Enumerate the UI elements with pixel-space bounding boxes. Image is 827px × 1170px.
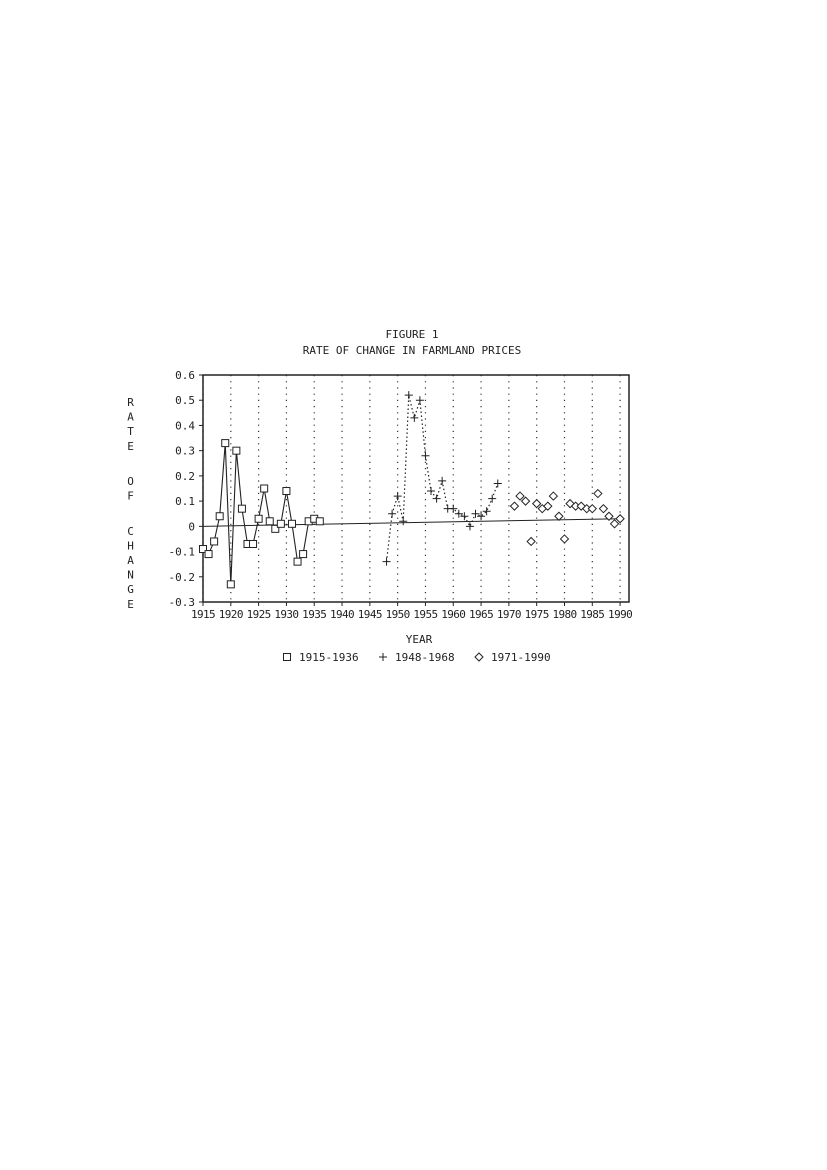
y-tick-label: -0.1 (169, 546, 196, 559)
x-tick-label: 1930 (274, 608, 298, 621)
y-tick-label: 0.5 (175, 394, 195, 407)
point (559, 534, 570, 544)
point (471, 509, 480, 518)
point (276, 519, 285, 528)
x-tick-label: 1975 (525, 608, 549, 621)
point (515, 491, 525, 501)
point (593, 488, 603, 499)
x-tick-label: 1985 (580, 608, 604, 621)
x-tick-label: 1920 (219, 608, 243, 621)
point (509, 501, 520, 511)
point (432, 494, 441, 503)
point (449, 504, 458, 513)
trend-line (202, 518, 621, 527)
point (388, 509, 397, 518)
point (531, 498, 542, 509)
y-tick-label: -0.3 (169, 596, 196, 609)
point (438, 476, 447, 485)
point (520, 496, 531, 506)
legend-label: 1915-1936 (299, 651, 359, 664)
plot-frame (202, 374, 630, 603)
point (488, 494, 497, 503)
y-tick-label: 0.2 (175, 470, 195, 483)
point (410, 413, 419, 422)
x-axis-title: YEAR (406, 633, 433, 646)
point (237, 504, 246, 513)
point (210, 537, 219, 546)
point (265, 517, 274, 526)
point (565, 498, 575, 509)
point (199, 545, 207, 554)
point (271, 524, 280, 533)
point (554, 511, 564, 521)
point (382, 557, 391, 566)
x-tick-label: 1935 (302, 608, 326, 621)
point (454, 509, 463, 518)
point (226, 580, 235, 589)
x-tick-label: 1950 (386, 608, 410, 621)
point (287, 519, 296, 528)
y-tick-label: 0.3 (175, 445, 195, 458)
point (587, 503, 598, 514)
legend-marker (283, 653, 291, 661)
chart: FIGURE 1 RATE OF CHANGE IN FARMLAND PRIC… (169, 328, 633, 664)
x-tick-label: 1925 (247, 608, 271, 621)
y-tick-label: 0 (188, 520, 195, 533)
legend-label: 1948-1968 (395, 651, 455, 664)
y-tick-label: 0.4 (175, 419, 195, 432)
point (548, 491, 559, 501)
point (282, 487, 291, 496)
x-tick-label: 1960 (441, 608, 465, 621)
point (254, 514, 263, 523)
point (604, 511, 614, 521)
point (293, 557, 302, 566)
point (493, 479, 502, 488)
x-tick-label: 1990 (608, 608, 632, 621)
x-tick-label: 1965 (469, 608, 493, 621)
x-tick-label: 1915 (191, 608, 215, 621)
point (399, 517, 408, 526)
point (260, 484, 269, 493)
legend-marker (474, 652, 484, 662)
point (526, 536, 536, 547)
x-tick-label: 1945 (358, 608, 382, 621)
y-tick-label: 0.6 (175, 369, 195, 382)
point (482, 507, 491, 516)
point (615, 514, 625, 524)
y-axis-title: RATE OF CHANGE (124, 396, 137, 613)
chart-title: FIGURE 1 (386, 328, 439, 341)
point (404, 391, 413, 400)
y-tick-label: -0.2 (169, 571, 196, 584)
x-tick-label: 1980 (552, 608, 576, 621)
point (598, 503, 609, 514)
chart-subtitle: RATE OF CHANGE IN FARMLAND PRICES (303, 344, 522, 357)
point (221, 439, 230, 448)
point (460, 512, 469, 521)
point (249, 539, 258, 548)
point (609, 519, 620, 529)
point (232, 446, 241, 455)
legend-label: 1971-1990 (491, 651, 551, 664)
point (204, 550, 213, 559)
y-tick-label: 0.1 (175, 495, 195, 508)
point (315, 517, 324, 526)
point (576, 501, 586, 511)
point (465, 522, 474, 531)
point (421, 451, 430, 460)
x-tick-label: 1940 (330, 608, 354, 621)
point (393, 492, 402, 501)
legend-marker (379, 653, 387, 661)
point (415, 396, 424, 405)
point (215, 512, 224, 521)
point (299, 550, 308, 559)
x-tick-label: 1970 (497, 608, 521, 621)
point (543, 501, 553, 511)
point (427, 487, 436, 496)
point (477, 512, 486, 521)
x-tick-label: 1955 (413, 608, 437, 621)
